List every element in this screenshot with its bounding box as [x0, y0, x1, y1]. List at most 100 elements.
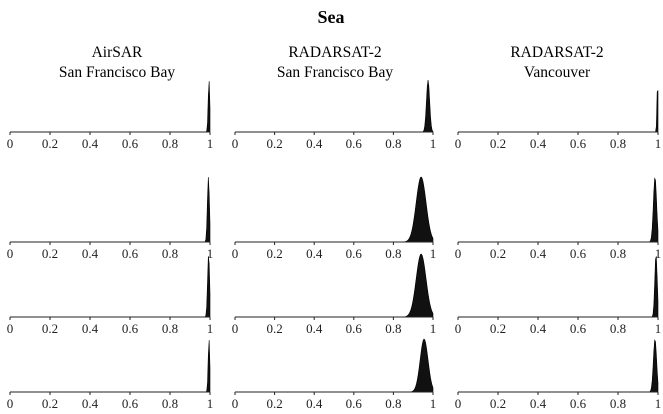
panel-r3-c1: 0 0.2 0.4 0.6 0.8 1 — [7, 256, 214, 336]
x-tick-label: 0.8 — [610, 396, 626, 411]
density-area — [458, 339, 659, 393]
density-area — [10, 177, 211, 243]
x-tick-label: 0.4 — [530, 321, 547, 336]
x-tick-label: 1 — [207, 246, 214, 261]
x-tick-label: 0.8 — [385, 396, 401, 411]
column-2-title-line2: San Francisco Bay — [277, 64, 393, 81]
x-tick-label: 0.8 — [162, 246, 178, 261]
x-tick-label: 0.4 — [530, 396, 547, 411]
x-tick-label: 0.6 — [122, 136, 139, 151]
x-tick-label: 1 — [430, 246, 437, 261]
x-tick-label: 0.2 — [266, 136, 282, 151]
panel-r3-c2: 0 0.2 0.4 0.6 0.8 1 — [232, 253, 437, 336]
x-tick-label: 1 — [655, 246, 662, 261]
density-area — [235, 79, 434, 133]
panel-grid: 0 0.2 0.4 0.6 0.8 1 0 0.2 0.4 0.6 0.8 1 0 0.2 0.4 0.6 0.… — [7, 79, 662, 411]
density-area — [10, 81, 211, 133]
column-2-title-line1: RADARSAT-2 — [288, 44, 381, 61]
column-3-title-line1: RADARSAT-2 — [510, 44, 603, 61]
column-1-title-line1: AirSAR — [92, 44, 143, 61]
x-tick-label: 0.4 — [82, 321, 99, 336]
x-tick-label: 0.6 — [346, 136, 363, 151]
panel-r2-c3: 0 0.2 0.4 0.6 0.8 1 — [455, 177, 662, 261]
density-area — [458, 90, 659, 133]
x-tick-label: 1 — [430, 136, 437, 151]
x-tick-label: 0.6 — [570, 136, 587, 151]
panel-r2-c2: 0 0.2 0.4 0.6 0.8 1 — [232, 176, 437, 261]
x-tick-label: 0 — [232, 321, 239, 336]
x-tick-label: 0.8 — [385, 246, 401, 261]
x-tick-label: 0.6 — [346, 396, 363, 411]
x-tick-label: 0.8 — [610, 321, 626, 336]
x-tick-label: 0.4 — [306, 321, 323, 336]
x-tick-label: 0.2 — [266, 246, 282, 261]
panel-r1-c1: 0 0.2 0.4 0.6 0.8 1 — [7, 81, 213, 151]
density-area — [235, 253, 434, 318]
density-area — [10, 340, 211, 393]
x-tick-label: 0.6 — [122, 321, 139, 336]
density-area — [458, 177, 659, 243]
density-area — [235, 338, 434, 393]
x-tick-label: 1 — [655, 396, 662, 411]
density-area — [10, 256, 211, 318]
x-tick-label: 0 — [232, 396, 239, 411]
x-tick-label: 0.8 — [385, 321, 401, 336]
x-tick-label: 0.6 — [122, 396, 139, 411]
x-tick-label: 0.4 — [306, 136, 323, 151]
x-tick-label: 0.4 — [82, 246, 99, 261]
x-tick-label: 0 — [7, 136, 14, 151]
x-tick-label: 0.2 — [490, 321, 506, 336]
x-tick-label: 0.4 — [82, 396, 99, 411]
x-tick-label: 0 — [7, 321, 14, 336]
x-tick-label: 0.4 — [530, 136, 547, 151]
x-tick-label: 1 — [207, 396, 214, 411]
column-1-title-line2: San Francisco Bay — [59, 64, 175, 81]
panel-r4-c2: 0 0.2 0.4 0.6 0.8 1 — [232, 338, 437, 411]
x-tick-label: 0.8 — [162, 321, 178, 336]
x-tick-label: 0 — [232, 136, 239, 151]
panel-r4-c3: 0 0.2 0.4 0.6 0.8 1 — [455, 339, 662, 411]
x-tick-label: 0.8 — [162, 396, 178, 411]
x-tick-label: 0.2 — [490, 246, 506, 261]
x-tick-label: 0.2 — [490, 396, 506, 411]
x-tick-label: 0 — [455, 246, 462, 261]
x-tick-label: 0.4 — [530, 246, 547, 261]
density-area — [458, 256, 659, 318]
panel-r1-c3: 0 0.2 0.4 0.6 0.8 1 — [455, 90, 662, 151]
x-tick-label: 0.2 — [42, 246, 58, 261]
x-tick-label: 0.8 — [610, 246, 626, 261]
x-tick-label: 0.2 — [266, 396, 282, 411]
panel-r3-c3: 0 0.2 0.4 0.6 0.8 1 — [455, 256, 661, 336]
x-tick-label: 0.2 — [42, 321, 58, 336]
x-tick-label: 0.6 — [122, 246, 139, 261]
x-tick-label: 0.6 — [570, 321, 587, 336]
x-tick-label: 0.8 — [610, 136, 626, 151]
x-tick-label: 0.4 — [82, 136, 99, 151]
x-tick-label: 0.2 — [42, 396, 58, 411]
x-tick-label: 0 — [455, 136, 462, 151]
x-tick-label: 0 — [7, 396, 14, 411]
density-area — [235, 176, 434, 243]
figure-title: Sea — [318, 7, 345, 27]
x-tick-label: 0.2 — [42, 136, 58, 151]
x-tick-label: 0.4 — [306, 246, 323, 261]
x-tick-label: 1 — [430, 321, 437, 336]
panel-r1-c2: 0 0.2 0.4 0.6 0.8 1 — [232, 79, 437, 151]
x-tick-label: 0 — [232, 246, 239, 261]
x-tick-label: 1 — [207, 321, 214, 336]
x-tick-label: 0.4 — [306, 396, 323, 411]
x-tick-label: 0.6 — [570, 396, 587, 411]
x-tick-label: 0.6 — [570, 246, 587, 261]
x-tick-label: 0.8 — [385, 136, 401, 151]
x-tick-label: 0.8 — [162, 136, 178, 151]
panel-r2-c1: 0 0.2 0.4 0.6 0.8 1 — [7, 177, 214, 261]
panel-r4-c1: 0 0.2 0.4 0.6 0.8 1 — [7, 340, 214, 411]
x-tick-label: 0 — [455, 396, 462, 411]
x-tick-label: 0.6 — [346, 321, 363, 336]
x-tick-label: 0 — [7, 246, 14, 261]
column-3-title-line2: Vancouver — [524, 64, 591, 81]
x-tick-label: 1 — [430, 396, 437, 411]
x-tick-label: 1 — [655, 136, 662, 151]
x-tick-label: 0.2 — [490, 136, 506, 151]
